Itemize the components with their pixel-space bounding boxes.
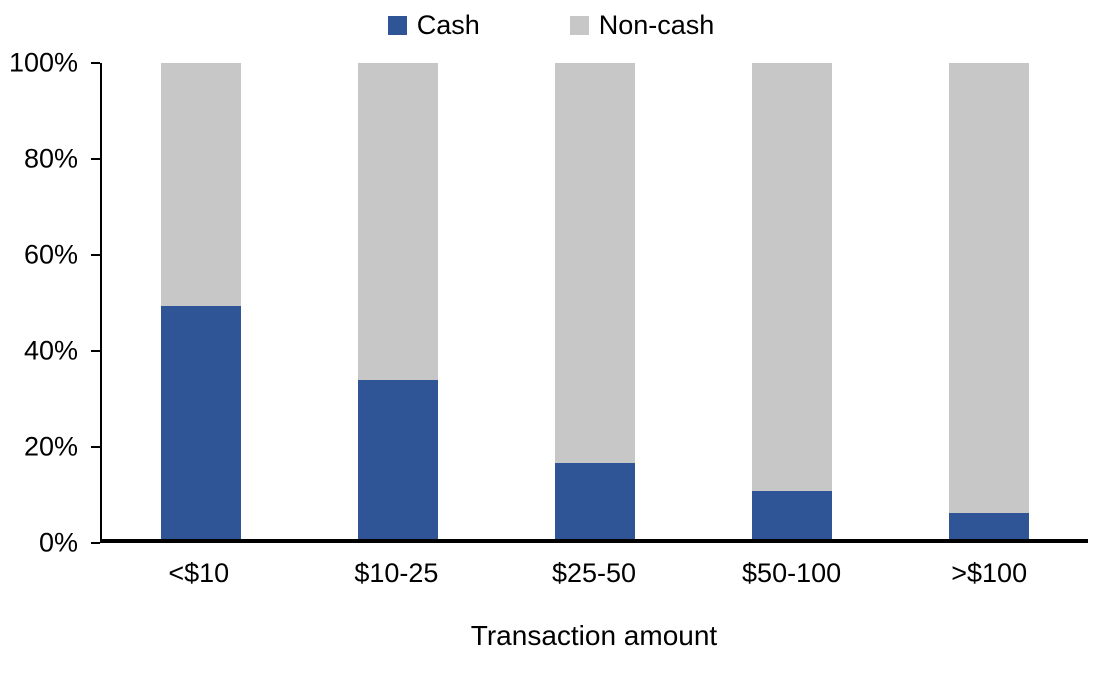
y-tick-label: 60% — [23, 239, 78, 270]
chart-legend: Cash Non-cash — [0, 12, 1102, 39]
x-axis-labels: <$10 $10-25 $25-50 $50-100 >$100 — [100, 558, 1088, 589]
bar-1 — [160, 63, 241, 539]
bar-slot — [102, 63, 299, 539]
legend-label-cash: Cash — [416, 10, 480, 40]
bar-segment-cash — [949, 512, 1030, 539]
y-tick-mark — [91, 542, 100, 544]
y-tick-mark — [91, 158, 100, 160]
y-tick-mark — [91, 446, 100, 448]
x-tick-label: $10-25 — [354, 558, 439, 588]
bar-5 — [949, 63, 1030, 539]
bar-segment-non-cash — [752, 63, 833, 492]
legend-item-noncash: Non-cash — [569, 10, 715, 40]
bars-row — [102, 63, 1088, 539]
plot-area — [91, 62, 1088, 544]
x-tick-label: <$10 — [168, 558, 230, 588]
bar-slot — [891, 63, 1088, 539]
bar-segment-cash — [160, 305, 241, 539]
y-tick-label: 80% — [23, 143, 78, 174]
x-tick-label: $25-50 — [551, 558, 637, 588]
cash-swatch-icon — [387, 16, 407, 35]
x-tick-label: >$100 — [951, 558, 1028, 588]
y-tick-mark — [91, 254, 100, 256]
bar-4 — [752, 63, 833, 539]
bar-segment-cash — [555, 462, 635, 539]
bar-slot — [299, 63, 496, 539]
bar-2 — [357, 63, 438, 539]
bar-3 — [555, 63, 635, 539]
bar-segment-non-cash — [949, 63, 1030, 513]
x-tick-label: $50-100 — [742, 558, 842, 588]
bar-segment-non-cash — [160, 63, 241, 306]
bar-slot — [496, 63, 693, 539]
bar-segment-cash — [357, 379, 438, 539]
y-tick-mark — [91, 350, 100, 352]
bar-segment-non-cash — [357, 63, 438, 380]
x-axis-title: Transaction amount — [470, 620, 718, 651]
bar-segment-non-cash — [555, 63, 635, 463]
bar-segment-cash — [752, 491, 833, 539]
y-axis-labels: 0% 20% 40% 60% 80% 100% — [0, 48, 92, 558]
noncash-swatch-icon — [569, 16, 589, 35]
legend-item-cash: Cash — [387, 10, 480, 40]
y-tick-label: 100% — [8, 47, 78, 78]
legend-label-noncash: Non-cash — [598, 10, 715, 40]
y-tick-label: 0% — [38, 527, 78, 558]
y-tick-label: 20% — [23, 431, 78, 462]
bar-slot — [694, 63, 891, 539]
y-tick-mark — [91, 62, 100, 64]
y-tick-label: 40% — [23, 335, 78, 366]
